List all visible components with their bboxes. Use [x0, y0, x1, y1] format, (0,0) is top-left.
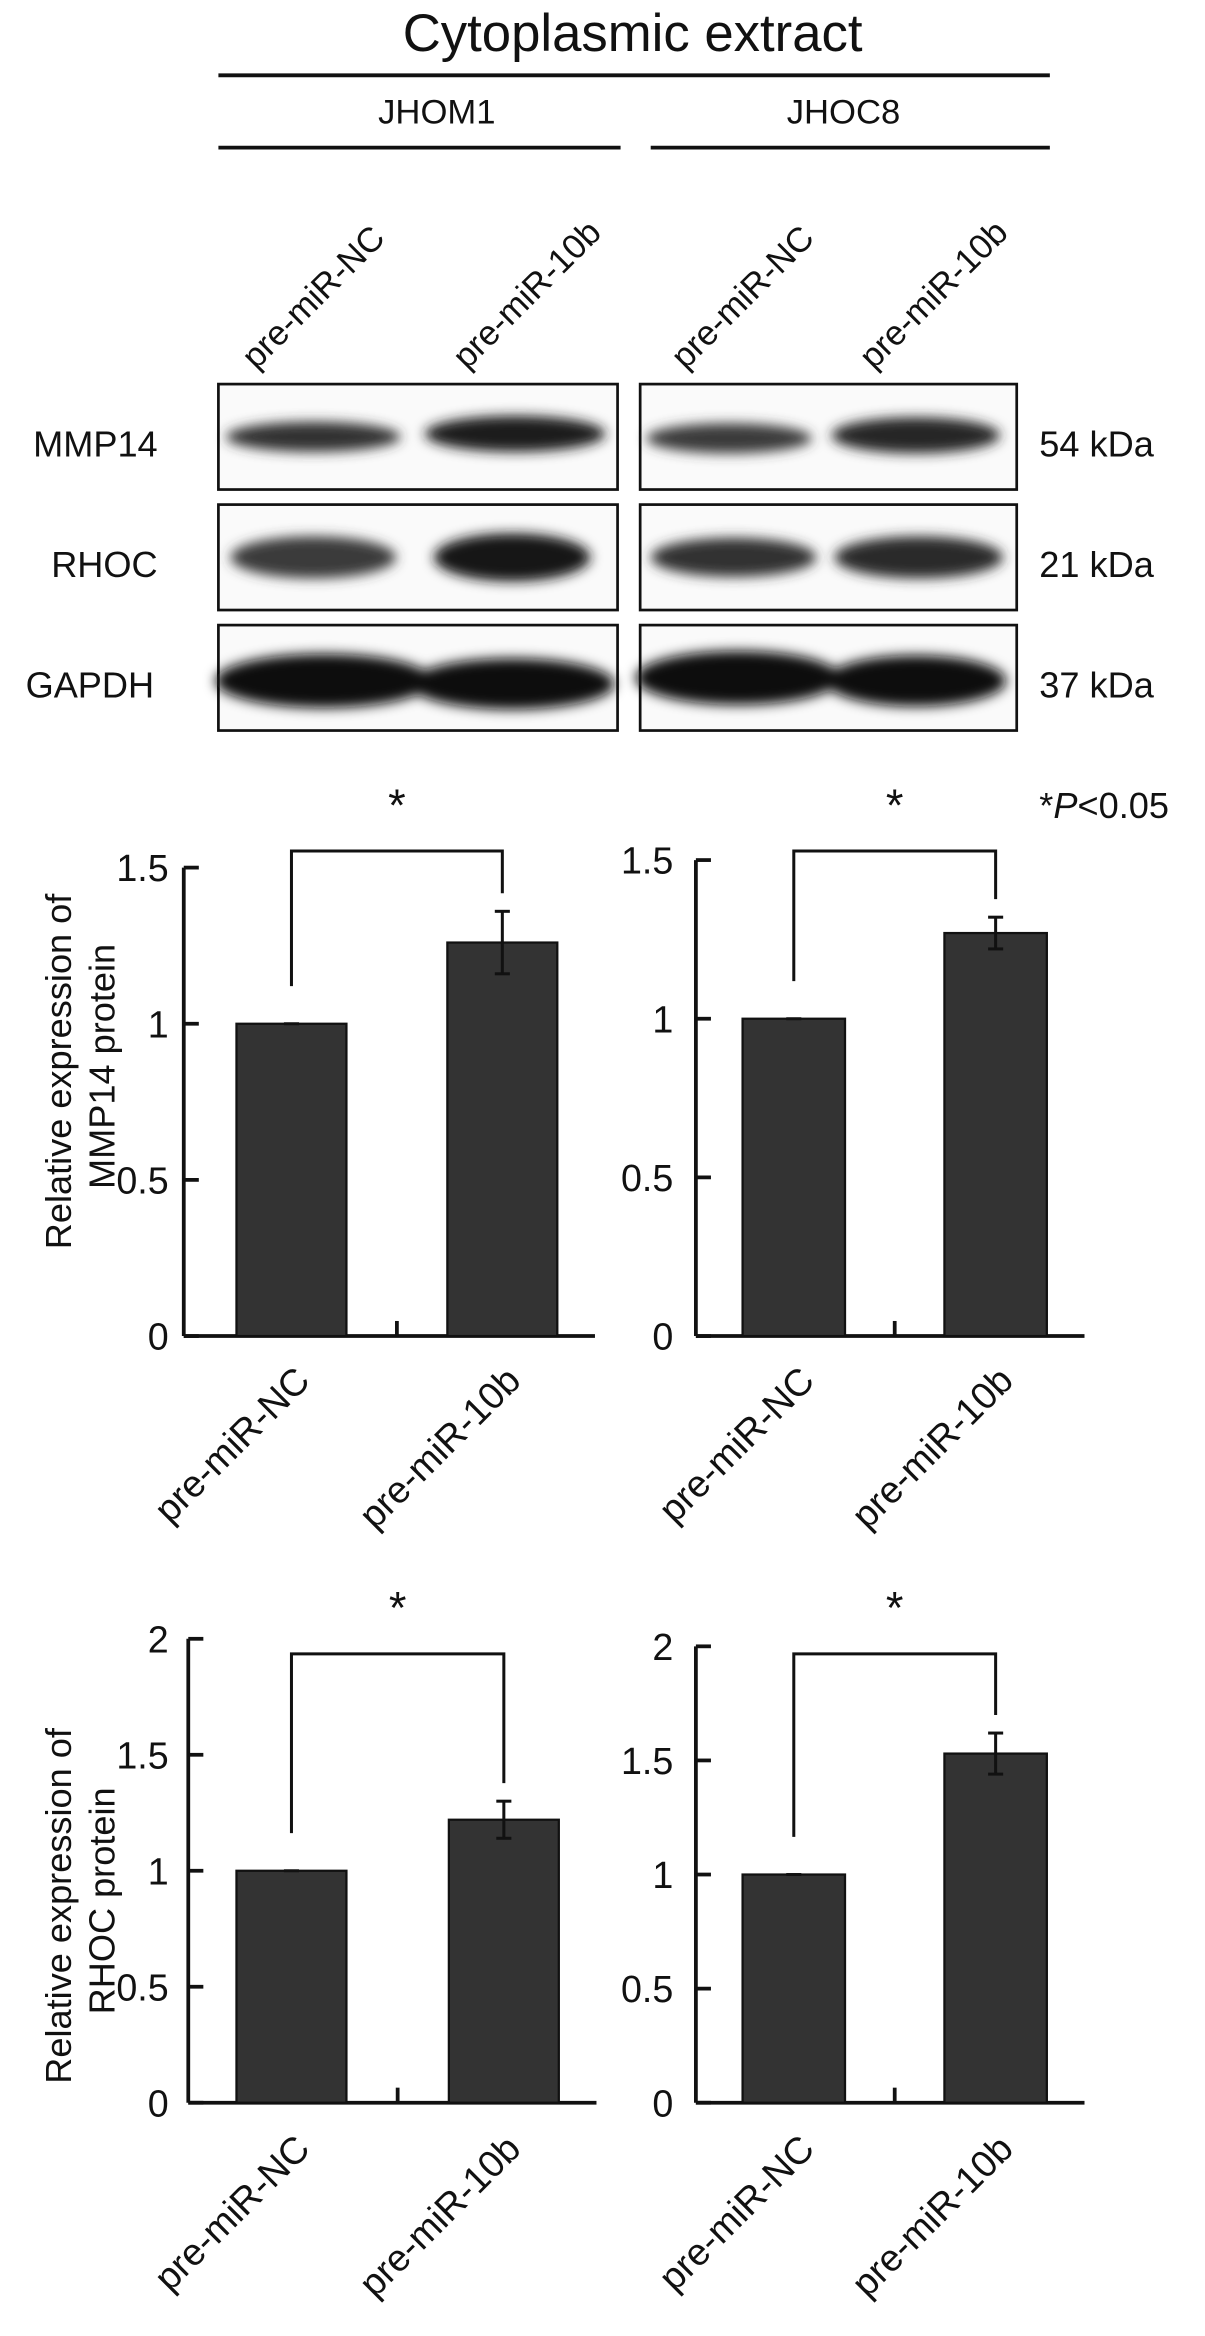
- blot-band: [409, 658, 615, 710]
- y-axis-title-rhoc: Relative expression of RHOC protein: [38, 1718, 123, 2084]
- y-axis-title-rhoc-line1: Relative expression of: [38, 1727, 79, 2084]
- bar-chart-mmp14-jhoc8: 0 0.5 1 1.5 pre-miR-NC pre-miR-10b *: [621, 780, 1085, 1536]
- blot-size-gapdh: 37 kDa: [1039, 664, 1154, 705]
- significance-bracket: [289, 849, 504, 987]
- blot-size-rhoc: 21 kDa: [1039, 544, 1154, 585]
- y-tick-label: 0: [652, 1316, 673, 1358]
- y-axis-title-mmp14: Relative expression of MMP14 protein: [38, 884, 123, 1250]
- p-value-note: *P<0.05: [1039, 785, 1169, 826]
- bar: [235, 1869, 348, 2104]
- y-axis-title-mmp14-line2: MMP14 protein: [81, 944, 122, 1189]
- y-tick-label: 1.5: [621, 1740, 673, 1782]
- y-tick-label: 0.5: [116, 1966, 168, 2008]
- blot-bands-gapdh-jhoc8: [635, 650, 1007, 707]
- blot-band: [424, 415, 606, 452]
- significance-mark: *: [389, 1583, 407, 1634]
- x-category-label: pre-miR-10b: [843, 1359, 1021, 1537]
- x-category-label: pre-miR-NC: [146, 2127, 318, 2299]
- x-category-label: pre-miR-NC: [146, 1359, 318, 1531]
- group-label-jhoc8: JHOC8: [787, 94, 901, 132]
- bar: [447, 1818, 560, 2104]
- y-tick-label: 0: [148, 2082, 169, 2124]
- x-category-label: pre-miR-10b: [351, 2127, 529, 2305]
- significance-mark: *: [388, 780, 406, 831]
- blot-bands-gapdh-jhom1: [215, 653, 615, 710]
- p-value-note-prefix: *: [1039, 785, 1053, 826]
- blot-band: [230, 536, 397, 579]
- p-value-note-p: P: [1053, 785, 1077, 826]
- group-label-jhom1: JHOM1: [378, 94, 495, 132]
- significance-mark: *: [886, 780, 904, 831]
- x-category-label: pre-miR-10b: [351, 1359, 529, 1537]
- x-category-label: pre-miR-NC: [650, 2127, 822, 2299]
- bar-chart-rhoc-jhoc8: 0 0.5 1 1.5 2 pre-miR-NC pre-miR-10b *: [621, 1583, 1085, 2305]
- y-tick-label: 0.5: [621, 1157, 673, 1199]
- y-tick-label: 1.5: [621, 840, 673, 882]
- significance-bracket: [792, 1652, 998, 1837]
- y-axis-title-mmp14-line1: Relative expression of: [38, 893, 79, 1250]
- y-tick-label: 1: [652, 1854, 673, 1896]
- bar: [943, 931, 1048, 1338]
- header-title: Cytoplasmic extract: [403, 4, 863, 63]
- blot-row-label-mmp14: MMP14: [33, 423, 158, 464]
- blot-band: [215, 653, 433, 708]
- y-tick-label: 1: [652, 998, 673, 1040]
- bar: [943, 1752, 1048, 2104]
- lane-label-jhom1-nc: pre-miR-NC: [235, 219, 392, 376]
- bar: [446, 941, 559, 1338]
- y-tick-label: 1: [148, 1850, 169, 1892]
- y-tick-label: 0.5: [621, 1968, 673, 2010]
- blot-row-label-gapdh: GAPDH: [26, 664, 155, 705]
- blot-band: [225, 421, 401, 452]
- significance-mark: *: [886, 1583, 904, 1634]
- lane-label-jhoc8-nc: pre-miR-NC: [664, 219, 821, 376]
- blot-band: [831, 417, 1001, 454]
- y-axis-title-rhoc-line2: RHOC protein: [81, 1787, 122, 2014]
- blot-row-label-rhoc: RHOC: [51, 544, 157, 585]
- blot-bands-rhoc-jhoc8: [650, 536, 1004, 579]
- y-tick-label: 1.5: [116, 1734, 168, 1776]
- bar-chart-mmp14-jhom1: 0 0.5 1 1.5 pre-miR-NC pre-miR-10b *: [116, 780, 595, 1536]
- bar: [741, 1017, 847, 1338]
- blot-band: [834, 536, 1004, 579]
- y-tick-label: 2: [148, 1618, 169, 1660]
- y-tick-label: 0: [652, 2082, 673, 2124]
- blot-bands-mmp14-jhom1: [225, 415, 606, 452]
- blot-band: [825, 655, 1007, 707]
- blot-band: [635, 650, 841, 705]
- y-tick-label: 0.5: [116, 1159, 168, 1201]
- blot-bands-rhoc-jhom1: [230, 533, 591, 582]
- y-tick-label: 1: [148, 1003, 169, 1045]
- lane-label-jhoc8-10b: pre-miR-10b: [852, 213, 1015, 376]
- blot-size-mmp14: 54 kDa: [1039, 423, 1154, 464]
- y-tick-label: 0: [148, 1316, 169, 1358]
- significance-bracket: [289, 1652, 506, 1834]
- lane-label-jhom1-10b: pre-miR-10b: [446, 213, 609, 376]
- x-category-label: pre-miR-10b: [843, 2127, 1021, 2305]
- bar-chart-rhoc-jhom1: 0 0.5 1 1.5 2 pre-miR-NC pre-miR-10b *: [116, 1583, 597, 2305]
- y-tick-label: 1.5: [116, 847, 168, 889]
- bar: [235, 1022, 348, 1338]
- blot-band: [433, 533, 591, 582]
- blot-band: [646, 423, 812, 454]
- p-value-note-rest: <0.05: [1078, 785, 1169, 826]
- x-category-label: pre-miR-NC: [650, 1359, 822, 1531]
- bar: [741, 1873, 847, 2104]
- blot-band: [650, 537, 817, 577]
- significance-bracket: [792, 849, 998, 982]
- y-tick-label: 2: [652, 1626, 673, 1668]
- blot-bands-mmp14-jhoc8: [646, 417, 1001, 454]
